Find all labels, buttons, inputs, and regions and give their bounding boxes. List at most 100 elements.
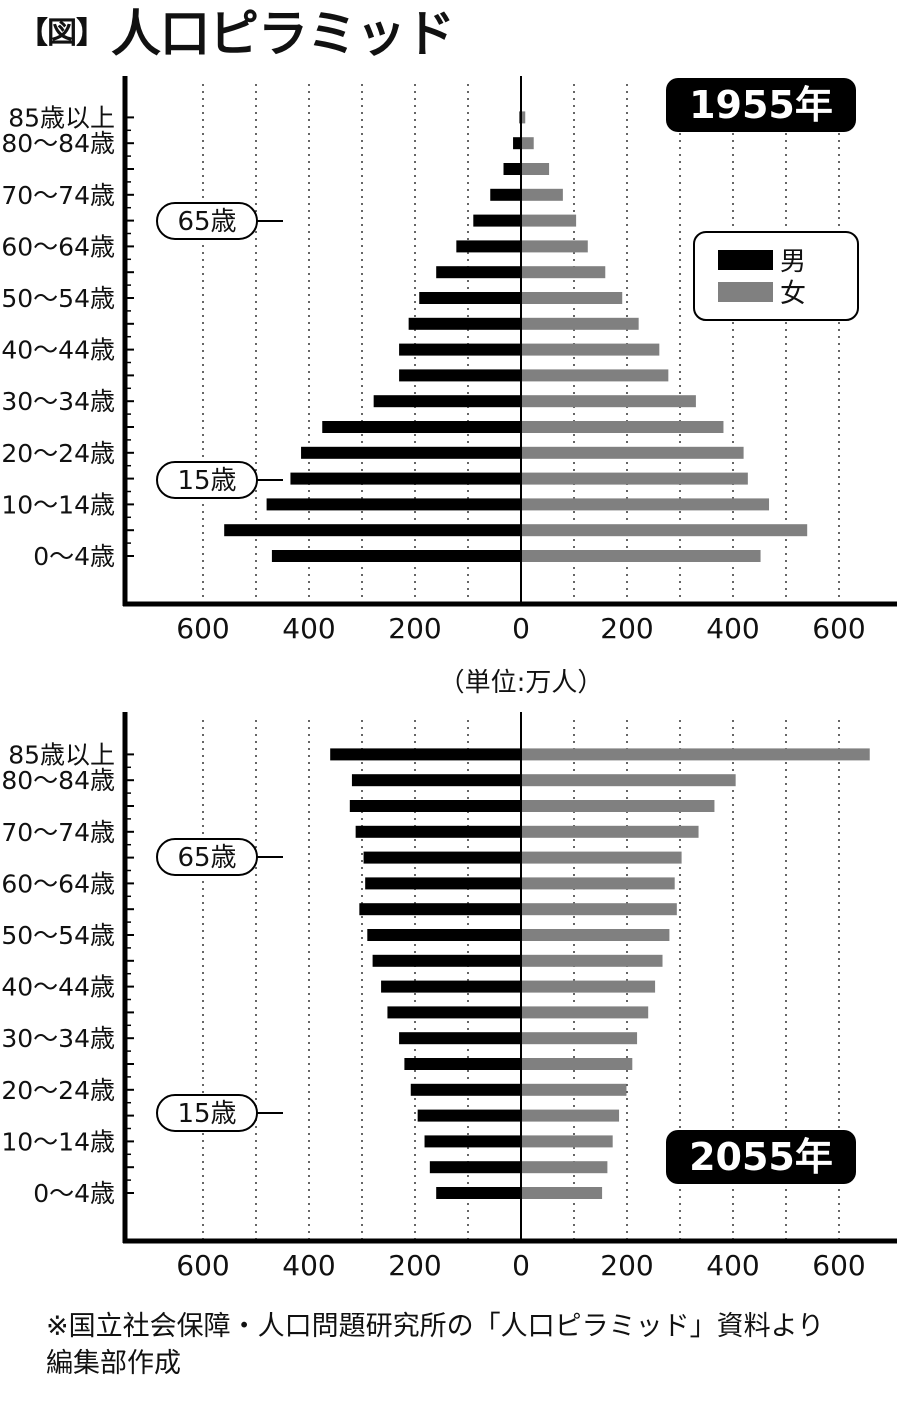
age-callout-label: 15歳 [177,466,236,496]
x-tick-label: 400 [282,1249,335,1282]
bar-male [399,1032,521,1045]
bar-female [521,498,770,511]
age-callout-label: 15歳 [177,1099,236,1129]
y-tick-label: 85歳以上 [8,740,115,769]
bar-male [363,851,521,864]
y-tick-label: 10～14歳 [1,1127,115,1156]
year-badge: 1955年 [666,78,856,132]
bar-female [521,903,677,916]
age-callout-label: 65歳 [177,207,236,237]
y-tick-label: 30～34歳 [1,387,115,416]
x-tick-label: 200 [600,612,653,640]
y-tick-label: 0～4歳 [33,542,115,571]
legend-label-female: 女 [780,279,806,309]
y-tick-label: 10～14歳 [1,490,115,519]
source-line-1: ※国立社会保障・人口問題研究所の「人口ピラミッド」資料より [46,1311,825,1342]
y-tick-label: 20～24歳 [1,1076,115,1105]
bar-female [521,825,699,838]
bar-male [290,472,521,485]
bar-female [521,111,526,124]
bar-female [521,1161,608,1174]
bar-female [521,163,550,175]
y-tick-label: 70～74歳 [1,181,115,210]
page-title: 人口ピラミッド [111,5,455,63]
bar-female [521,369,669,382]
year-label: 2055年 [689,1135,833,1179]
bar-female [521,317,639,330]
y-tick-label: 40～44歳 [1,973,115,1002]
bar-female [521,524,808,537]
bar-male [404,1058,521,1070]
bar-female [521,472,748,485]
y-tick-label: 80～84歳 [1,766,115,795]
bar-male [266,498,521,511]
x-tick-label: 400 [706,612,759,640]
figure-tag: 【図】 [18,16,106,51]
y-tick-label: 0～4歳 [33,1179,115,1208]
bar-male [322,421,521,433]
bar-male [224,524,521,537]
bar-male [424,1135,521,1148]
bar-male [417,1109,521,1122]
pyramid-chart-2055: 0～4歳 10～14歳 20～24歳 30～34歳 40～44歳 50～54歳 60～64歳… [1,712,897,1282]
age-callout: 15歳 [156,1094,283,1132]
age-callout: 65歳 [156,202,283,240]
bar-female [521,550,761,562]
title-block: 【図】 人口ピラミッド [18,0,455,63]
bar-male [351,774,521,787]
bar-female [521,421,724,433]
bar-male [301,446,521,459]
bar-male [399,343,521,356]
legend-box [693,231,859,321]
bar-female [521,877,675,890]
y-tick-label: 70～74歳 [1,818,115,847]
x-tick-label: 200 [388,1249,441,1282]
x-tick-label: 600 [812,1249,865,1282]
source-note: ※国立社会保障・人口問題研究所の「人口ピラミッド」資料より 編集部作成 [46,1308,824,1382]
x-tick-label: 400 [282,612,335,640]
bar-male [349,800,521,812]
bar-female [521,748,870,761]
bar-female [521,240,588,253]
bar-female [521,800,715,812]
x-tick-label: 200 [600,1249,653,1282]
bar-female [521,1032,638,1045]
bar-female [521,137,534,150]
bar-male [456,240,521,253]
bar-male [410,1083,521,1096]
y-tick-label: 30～34歳 [1,1024,115,1053]
y-tick-label: 20～24歳 [1,439,115,468]
bar-female [521,1058,633,1070]
bar-female [521,954,663,967]
y-tick-label: 40～44歳 [1,336,115,365]
bar-male [473,214,521,227]
y-tick-label: 60～64歳 [1,869,115,898]
y-tick-label: 50～54歳 [1,284,115,313]
legend-swatch-male [718,250,773,270]
x-tick-label: 0 [512,1249,530,1282]
bar-female [521,1083,627,1096]
bar-male [271,550,521,562]
bar-male [490,188,521,201]
x-tick-label: 600 [176,1249,229,1282]
x-tick-label: 600 [812,612,865,640]
age-callout: 65歳 [156,838,283,876]
bar-male [355,825,521,838]
bar-female [521,980,656,993]
bar-male [399,369,521,382]
x-tick-label: 200 [388,612,441,640]
bar-female [521,1006,649,1019]
year-badge: 2055年 [666,1130,856,1184]
y-tick-label: 60～64歳 [1,232,115,261]
bar-female [521,1135,613,1148]
bar-male [359,903,521,916]
bar-male [367,929,521,941]
y-tick-label: 85歳以上 [8,103,115,132]
bar-male [419,292,521,304]
legend-swatch-female [718,282,773,302]
bar-male [372,954,521,967]
bar-female [521,214,577,227]
bar-female [521,188,563,201]
bar-male [436,1187,521,1199]
age-callout-label: 65歳 [177,843,236,873]
